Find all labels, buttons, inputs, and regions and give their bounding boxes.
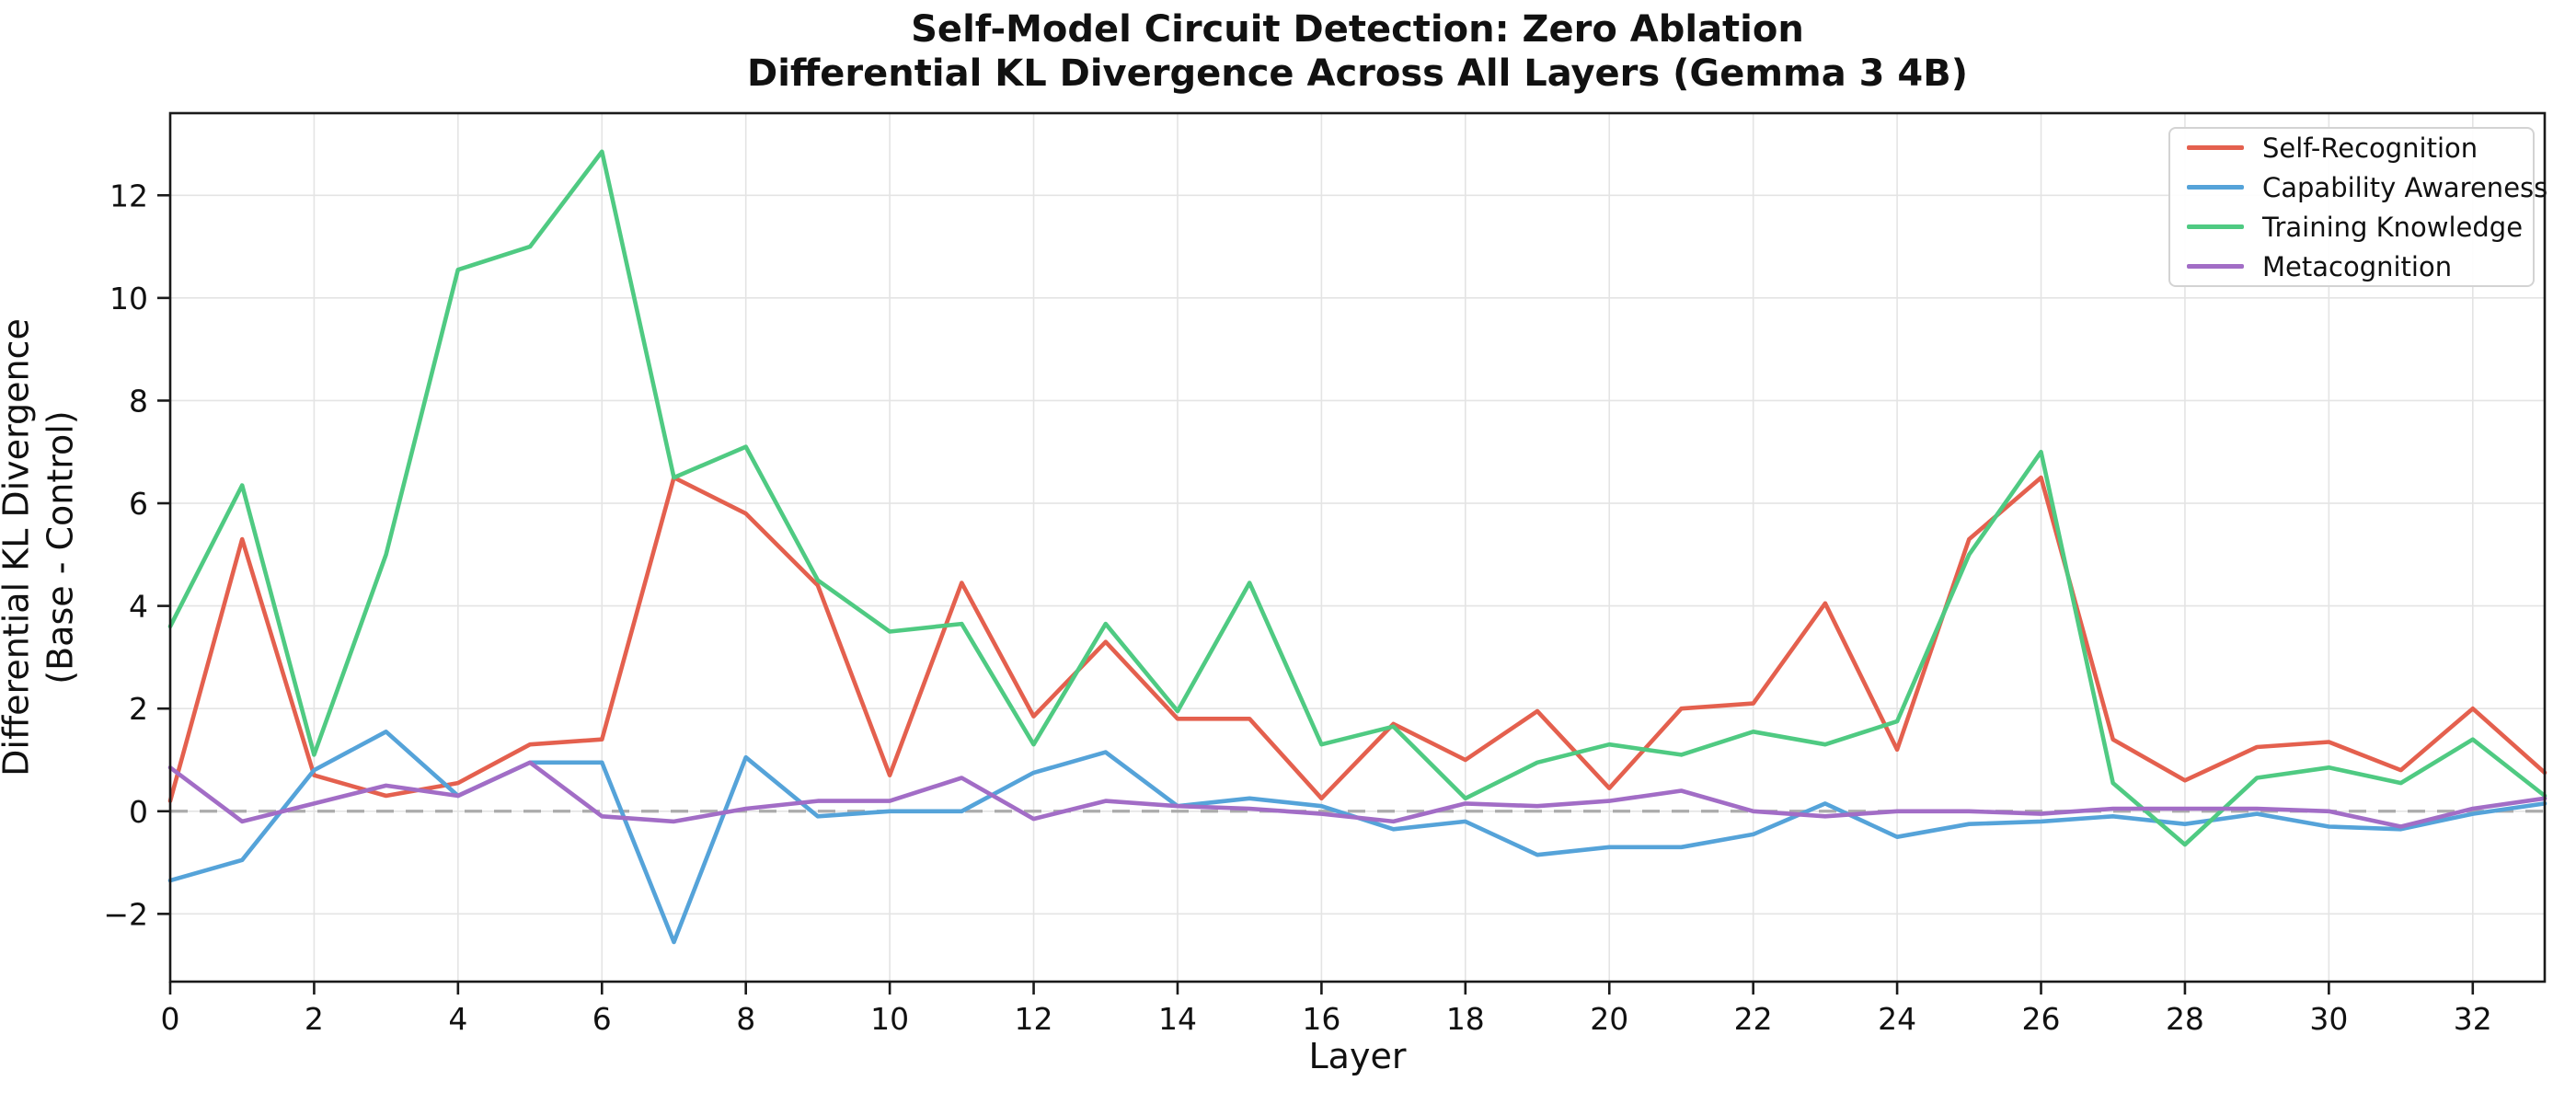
x-tick-label-2: 2: [305, 1001, 324, 1037]
x-tick-label-28: 28: [2166, 1001, 2204, 1037]
y-tick-label-12: 12: [109, 178, 148, 213]
legend-swatch-icon: [2187, 145, 2244, 150]
legend-label: Metacognition: [2262, 250, 2453, 282]
x-tick-label-18: 18: [1446, 1001, 1485, 1037]
x-tick-label-4: 4: [448, 1001, 467, 1037]
y-tick-label-8: 8: [129, 383, 148, 419]
x-tick-label-24: 24: [1878, 1001, 1916, 1037]
y-tick-label-10: 10: [109, 281, 148, 316]
legend-swatch-icon: [2187, 185, 2244, 190]
plot-border: [168, 111, 2547, 983]
y-tick-label-2: 2: [129, 691, 148, 727]
chart-title: Self-Model Circuit Detection: Zero Ablat…: [170, 7, 2545, 96]
series-line-self-recognition: [167, 475, 2547, 803]
x-tick-label-32: 32: [2454, 1001, 2492, 1037]
x-tick-label-20: 20: [1590, 1001, 1628, 1037]
chart-title-line1: Self-Model Circuit Detection: Zero Ablat…: [911, 8, 1804, 51]
legend-label: Capability Awareness: [2262, 171, 2548, 203]
y-tick-label--2: −2: [103, 896, 148, 932]
series-line-training-knowledge: [167, 149, 2547, 847]
x-tick-label-14: 14: [1158, 1001, 1197, 1037]
x-tick-label-30: 30: [2309, 1001, 2348, 1037]
series-line-metacognition: [167, 760, 2547, 829]
x-tick-label-12: 12: [1015, 1001, 1053, 1037]
y-axis-label: Differential KL Divergence (Base - Contr…: [0, 318, 83, 776]
x-tick-label-22: 22: [1734, 1001, 1773, 1037]
legend-item-capability-awareness: Capability Awareness: [2187, 172, 2547, 203]
legend-item-metacognition: Metacognition: [2187, 251, 2516, 282]
x-tick-label-26: 26: [2022, 1001, 2061, 1037]
x-axis-label: Layer: [1308, 1036, 1407, 1076]
y-tick-label-0: 0: [129, 794, 148, 830]
legend-label: Training Knowledge: [2262, 211, 2524, 243]
y-tick-label-6: 6: [129, 486, 148, 522]
y-tick-label-4: 4: [129, 589, 148, 625]
x-tick-label-0: 0: [161, 1001, 180, 1037]
x-tick-label-16: 16: [1302, 1001, 1340, 1037]
x-tick-label-8: 8: [736, 1001, 755, 1037]
legend-swatch-icon: [2187, 224, 2244, 229]
legend-item-self-recognition: Self-Recognition: [2187, 132, 2516, 164]
legend-swatch-icon: [2187, 264, 2244, 269]
legend-item-training-knowledge: Training Knowledge: [2187, 212, 2523, 243]
chart-title-line2: Differential KL Divergence Across All La…: [746, 52, 1968, 95]
legend-label: Self-Recognition: [2262, 132, 2478, 164]
legend: Self-Recognition Capability Awareness Trai…: [2168, 127, 2547, 287]
x-tick-label-6: 6: [592, 1001, 612, 1037]
y-axis-label-line1: Differential KL Divergence: [0, 318, 37, 776]
x-tick-label-10: 10: [870, 1001, 909, 1037]
y-axis-label-line2: (Base - Control): [40, 410, 80, 684]
